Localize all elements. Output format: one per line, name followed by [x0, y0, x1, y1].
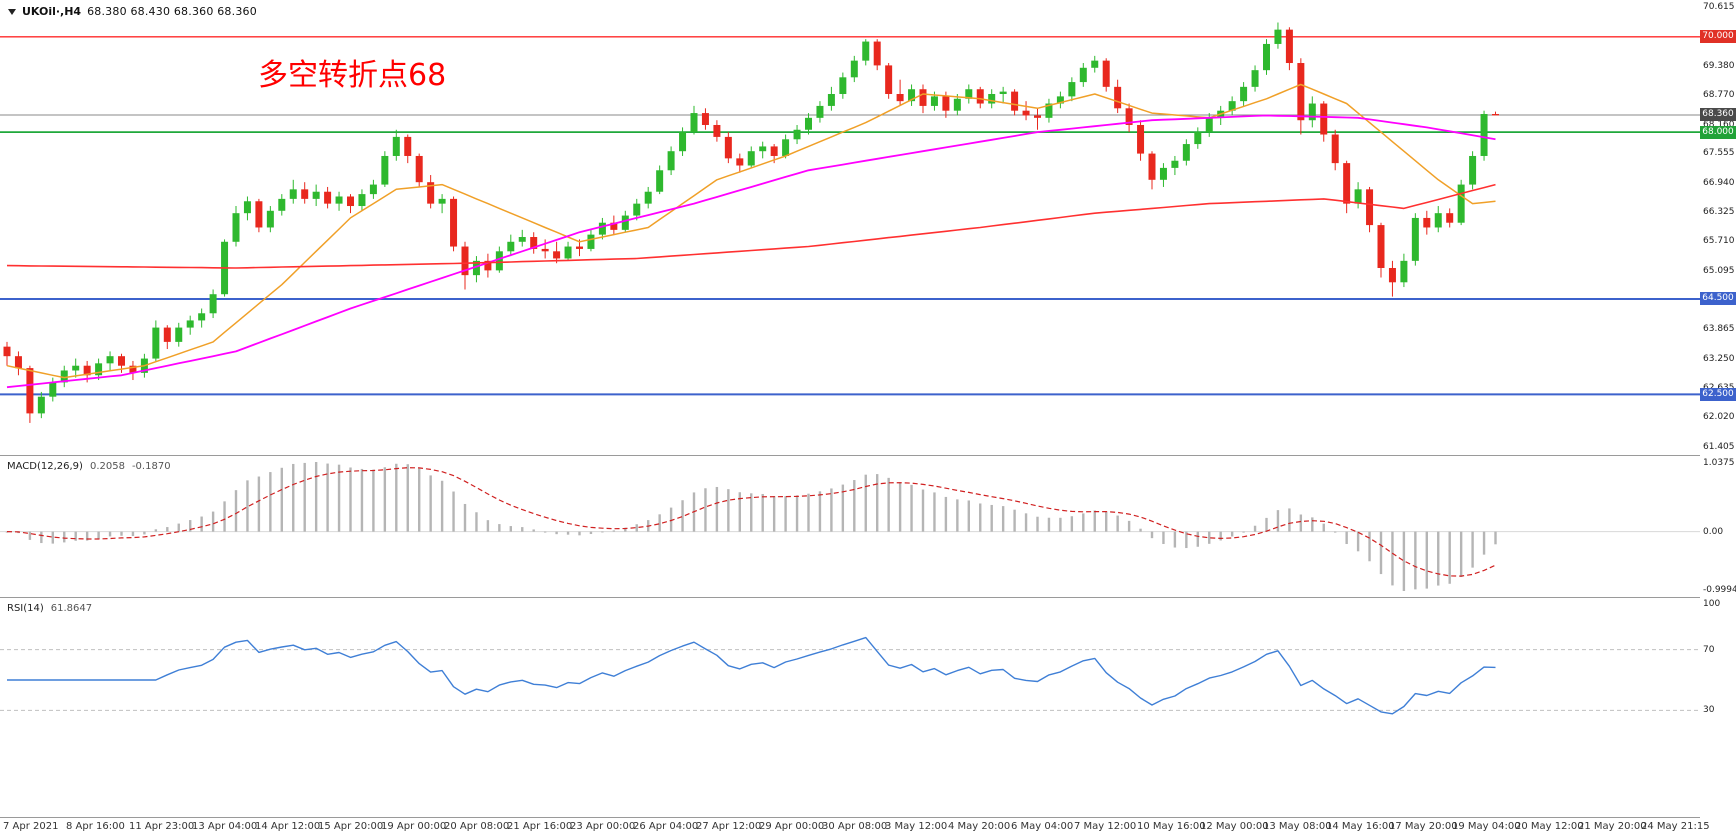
price-tick-label: 68.770: [1703, 90, 1735, 101]
price-line-badge: 68.360: [1700, 108, 1736, 122]
time-axis-label: 21 May 20:00: [1578, 821, 1647, 832]
time-axis-label: 17 May 20:00: [1389, 821, 1458, 832]
price-line-badge: 70.000: [1700, 30, 1736, 44]
macd-scale-label: 1.0375: [1703, 458, 1735, 468]
time-axis-label: 30 Apr 08:00: [822, 821, 888, 832]
symbol-timeframe-label: UKOil·,H4: [22, 5, 82, 18]
time-axis-label: 10 May 16:00: [1137, 821, 1206, 832]
price-line-badge: 62.500: [1700, 387, 1736, 401]
time-axis-label: 13 May 08:00: [1263, 821, 1332, 832]
time-axis-label: 20 May 12:00: [1515, 821, 1584, 832]
rsi-value: 61.8647: [50, 603, 93, 614]
time-axis-label: 21 Apr 16:00: [507, 821, 573, 832]
price-tick-label: 67.555: [1703, 148, 1735, 159]
time-axis-label: 26 Apr 04:00: [633, 821, 699, 832]
macd-name: MACD(12,26,9): [7, 461, 83, 472]
time-axis-label: 19 May 04:00: [1452, 821, 1521, 832]
time-axis-label: 23 Apr 00:00: [570, 821, 636, 832]
price-line-badge: 68.000: [1700, 125, 1736, 139]
time-axis-label: 27 Apr 12:00: [696, 821, 762, 832]
symbol-marker-icon: [8, 8, 16, 15]
price-tick-label: 66.940: [1703, 177, 1735, 188]
macd-scale-label: -0.9994: [1703, 585, 1736, 595]
time-axis-label: 11 Apr 23:00: [129, 821, 195, 832]
price-tick-label: 61.405: [1703, 441, 1735, 452]
macd-value-main: 0.2058: [89, 461, 125, 472]
rsi-scale-label: 30: [1703, 705, 1715, 716]
chart-header: UKOil·,H4 68.380 68.430 68.360 68.360: [8, 5, 257, 18]
time-axis-label: 7 May 12:00: [1074, 821, 1137, 832]
time-axis-label: 3 May 12:00: [885, 821, 948, 832]
time-axis-label: 15 Apr 20:00: [318, 821, 384, 832]
time-axis-label: 13 Apr 04:00: [192, 821, 258, 832]
price-tick-label: 65.095: [1703, 265, 1735, 276]
price-tick-label: 69.380: [1703, 61, 1735, 72]
time-axis-label: 7 Apr 2021: [3, 821, 59, 832]
time-axis-label: 20 Apr 08:00: [444, 821, 510, 832]
ohlc-values: 68.380 68.430 68.360 68.360: [87, 5, 257, 18]
price-line-badge: 64.500: [1700, 292, 1736, 306]
time-axis-label: 12 May 00:00: [1200, 821, 1269, 832]
time-axis-label: 14 May 16:00: [1326, 821, 1395, 832]
price-tick-label: 63.250: [1703, 353, 1735, 364]
time-axis[interactable]: 7 Apr 2021 8 Apr 16:00 11 Apr 23:00 13 Apr …: [0, 818, 1736, 835]
price-tick-label: 66.325: [1703, 206, 1735, 217]
price-tick-label: 70.615: [1703, 2, 1735, 13]
macd-scale-label: 0.00: [1703, 526, 1724, 537]
price-axis[interactable]: 70.615 69.380 68.770 68.160 67.555 66.940 66.3…: [1700, 0, 1736, 818]
time-axis-label: 8 Apr 16:00: [66, 821, 125, 832]
price-tick-label: 63.865: [1703, 324, 1735, 335]
price-tick-label: 65.710: [1703, 236, 1735, 247]
chart-annotation-text: 多空转折点68: [258, 58, 447, 93]
price-tick-label: 68.160: [1703, 119, 1735, 130]
time-axis-label: 24 May 21:15: [1641, 821, 1710, 832]
rsi-scale-label: 70: [1703, 644, 1715, 655]
macd-indicator-label: MACD(12,26,9) 0.2058 -0.1870: [7, 461, 171, 472]
time-axis-label: 4 May 20:00: [948, 821, 1011, 832]
macd-value-signal: -0.1870: [131, 461, 171, 472]
time-axis-label: 29 Apr 00:00: [759, 821, 825, 832]
time-axis-label: 14 Apr 12:00: [255, 821, 321, 832]
time-axis-label: 6 May 04:00: [1011, 821, 1074, 832]
time-axis-label: 19 Apr 00:00: [381, 821, 447, 832]
price-tick-label: 62.020: [1703, 412, 1735, 423]
rsi-name: RSI(14): [7, 603, 44, 614]
rsi-scale-label: 100: [1703, 599, 1721, 609]
rsi-indicator-label: RSI(14) 61.8647: [7, 603, 92, 614]
